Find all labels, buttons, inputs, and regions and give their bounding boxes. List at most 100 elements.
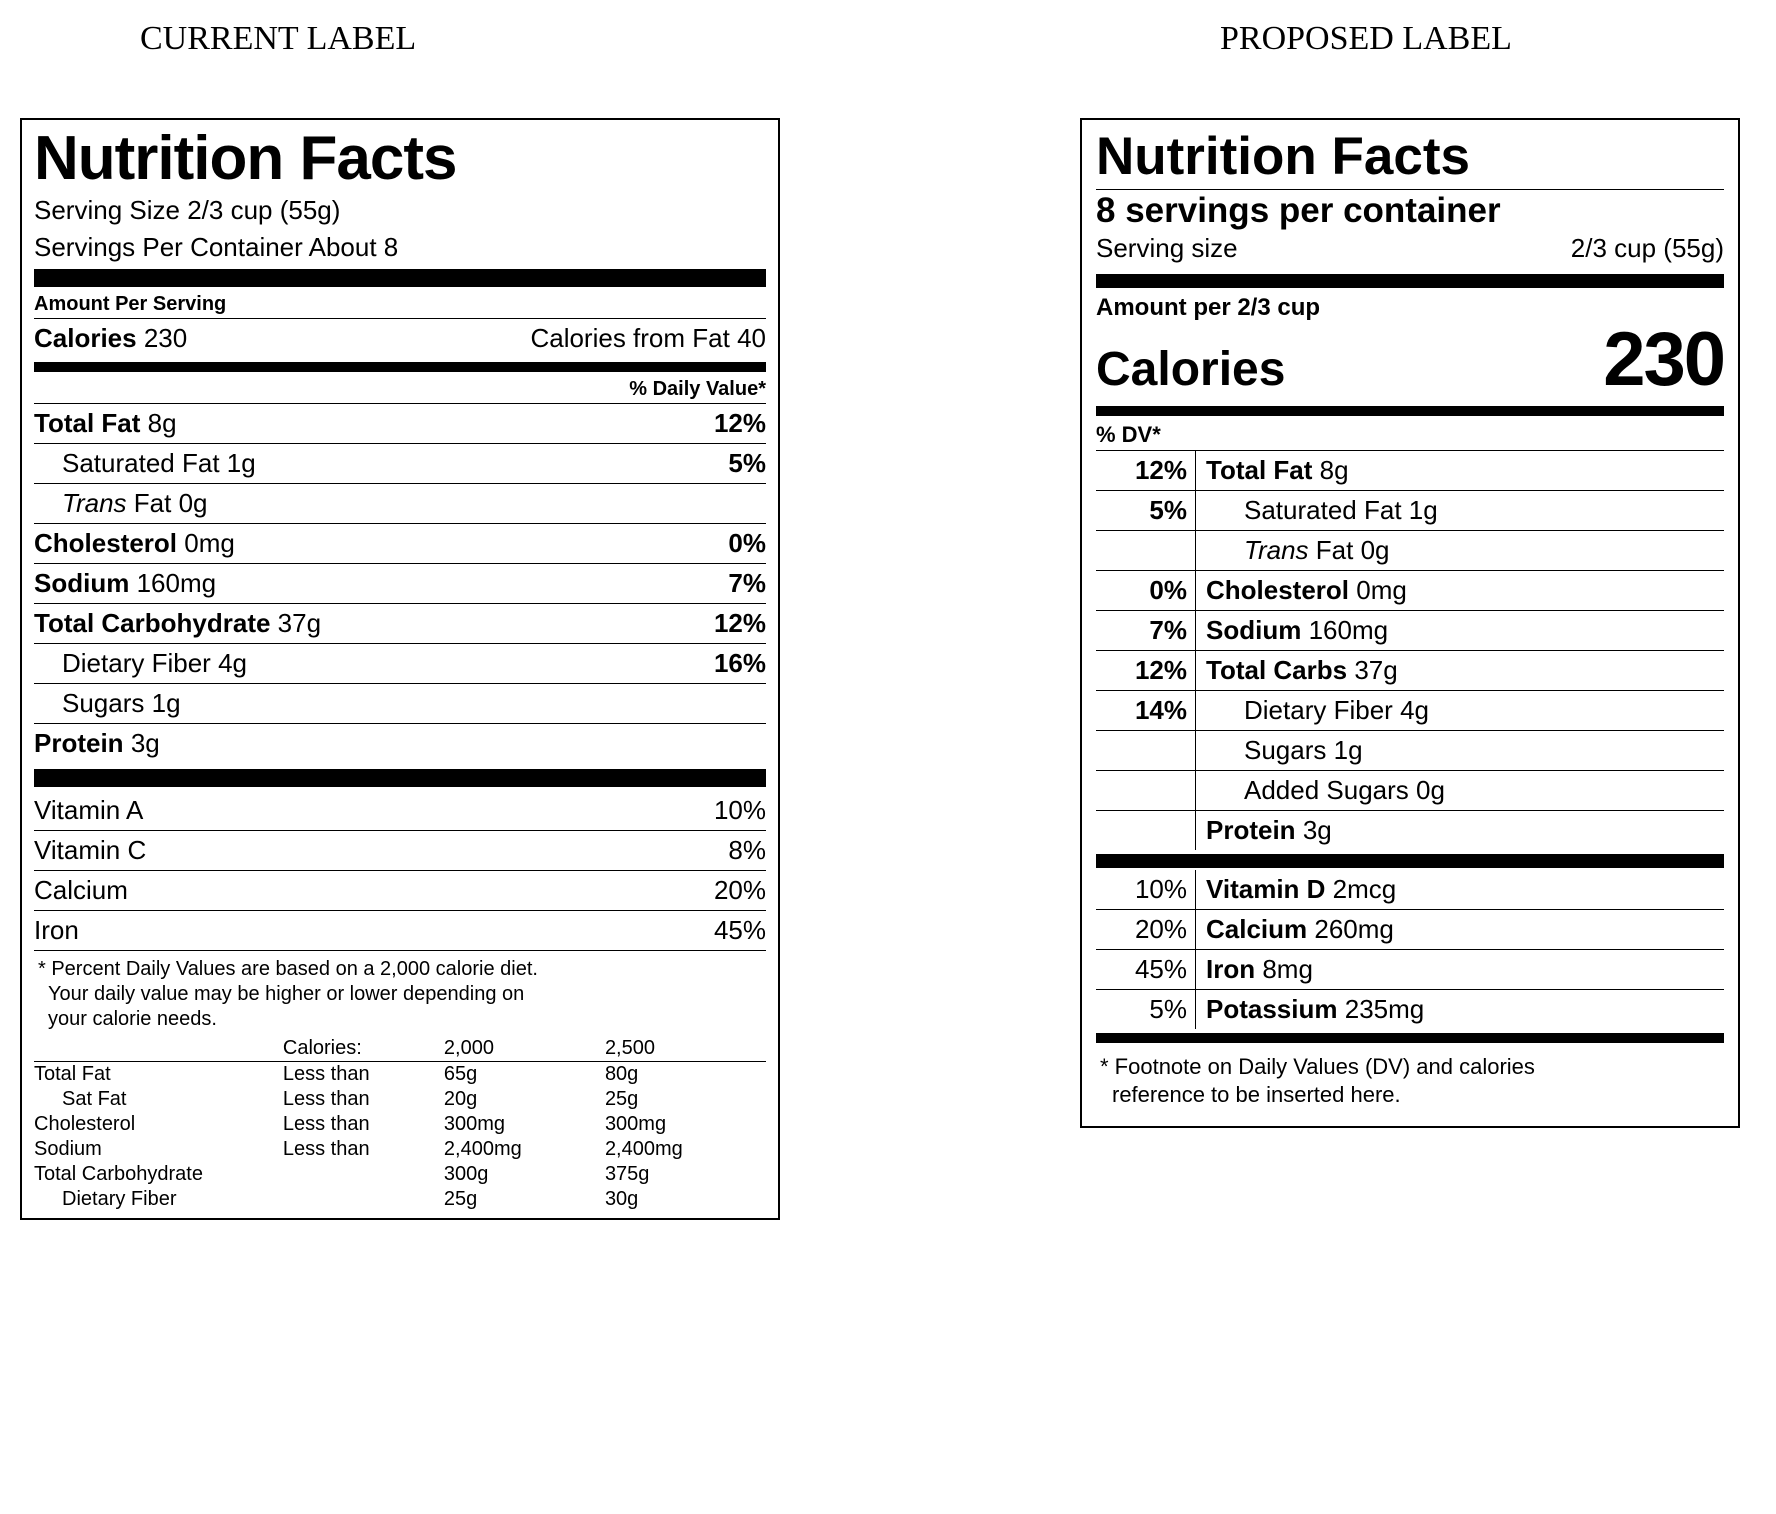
tf-amount: 8g xyxy=(1320,455,1349,485)
row-sugars: Sugars 1g xyxy=(34,683,766,723)
as-dv xyxy=(1096,771,1196,810)
pr-dv xyxy=(1096,811,1196,850)
ca-dv: 20% xyxy=(1096,910,1196,949)
so-label: Sodium xyxy=(1206,615,1301,645)
footnote-l3: your calorie needs. xyxy=(34,1007,766,1032)
row-fiber: Dietary Fiber 4g 16% xyxy=(34,643,766,683)
serving-size-value: 2/3 cup (55g) xyxy=(187,195,340,225)
row-sodium: Sodium 160mg 7% xyxy=(34,563,766,603)
ca-label: Calcium xyxy=(1206,914,1307,944)
ref-tf-v1: 65g xyxy=(444,1062,605,1088)
ref-row-ch: Cholesterol Less than 300mg 300mg xyxy=(34,1112,766,1137)
ref-tf-op: Less than xyxy=(283,1062,444,1088)
row-calcium: Calcium 20% xyxy=(34,870,766,910)
protein-amount: 3g xyxy=(131,728,160,758)
calories-left: Calories 230 xyxy=(34,323,187,354)
comparison-page: CURRENT LABEL Nutrition Facts Serving Si… xyxy=(10,20,1766,1220)
iron-label: Iron xyxy=(34,915,79,946)
row-trans-fat: Trans Fat 0g xyxy=(34,483,766,523)
row-protein: Protein 3g xyxy=(34,723,766,763)
ref-sf-n: Sat Fat xyxy=(34,1087,283,1112)
vita-label: Vitamin A xyxy=(34,795,143,826)
cb-amount: 37g xyxy=(1354,655,1397,685)
row-chol: Cholesterol 0mg 0% xyxy=(34,523,766,563)
trf-post: Fat xyxy=(1309,535,1354,565)
carb-dv: 12% xyxy=(714,608,766,639)
total-fat-amount: 8g xyxy=(148,408,177,438)
proposed-column: PROPOSED LABEL Nutrition Facts 8 serving… xyxy=(1080,20,1740,1220)
as-label: Added Sugars xyxy=(1244,775,1409,805)
proposed-heading: PROPOSED LABEL xyxy=(1080,20,1740,58)
servings-per-container: 8 servings per container xyxy=(1096,189,1724,231)
footnote-l1: * Percent Daily Values are based on a 2,… xyxy=(34,957,766,982)
ref-ch-v1: 300mg xyxy=(444,1112,605,1137)
ref-row-so: Sodium Less than 2,400mg 2,400mg xyxy=(34,1137,766,1162)
row-sat-fat: Saturated Fat 1g 5% xyxy=(34,443,766,483)
serving-size-row: Serving size 2/3 cup (55g) xyxy=(1096,231,1724,270)
nrow-calcium: 20% Calcium 260mg xyxy=(1096,909,1724,949)
proposed-label-panel: Nutrition Facts 8 servings per container… xyxy=(1080,118,1740,1128)
reference-table: Calories: 2,000 2,500 Total Fat Less tha… xyxy=(34,1036,766,1212)
ch-label: Cholesterol xyxy=(1206,575,1349,605)
trf-amount: 0g xyxy=(1361,535,1390,565)
ref-row-sf: Sat Fat Less than 20g 25g xyxy=(34,1087,766,1112)
row-iron: Iron 45% xyxy=(34,910,766,950)
pfoot-l1: * Footnote on Daily Values (DV) and calo… xyxy=(1096,1053,1724,1082)
ref-sf-v1: 20g xyxy=(444,1087,605,1112)
servings-per-value: About 8 xyxy=(309,232,399,262)
sf-amount: 1g xyxy=(1409,495,1438,525)
calories-value: 230 xyxy=(144,323,187,353)
calories-value: 230 xyxy=(1603,322,1724,398)
serving-size-line: Serving Size 2/3 cup (55g) xyxy=(34,194,766,227)
nrow-sat-fat: 5% Saturated Fat 1g xyxy=(1096,490,1724,530)
calories-row: Calories 230 Calories from Fat 40 xyxy=(34,318,766,358)
sf-dv: 5% xyxy=(1096,491,1196,530)
ref-head-2000: 2,000 xyxy=(444,1036,605,1062)
row-carb: Total Carbohydrate 37g 12% xyxy=(34,603,766,643)
sodium-amount: 160mg xyxy=(137,568,217,598)
footnote-l2: Your daily value may be higher or lower … xyxy=(34,982,766,1007)
serving-size-value: 2/3 cup (55g) xyxy=(1571,233,1724,264)
vd-amount: 2mcg xyxy=(1333,874,1397,904)
sugars-label: Sugars xyxy=(62,688,144,718)
sat-fat-dv: 5% xyxy=(728,448,766,479)
ref-sf-op: Less than xyxy=(283,1087,444,1112)
k-amount: 235mg xyxy=(1345,994,1425,1024)
nrow-trans-fat: Trans Fat 0g xyxy=(1096,530,1724,570)
ch-amount: 0mg xyxy=(1356,575,1407,605)
ref-sf-v2: 25g xyxy=(605,1087,766,1112)
nrow-carb: 12% Total Carbs 37g xyxy=(1096,650,1724,690)
sg-amount: 1g xyxy=(1334,735,1363,765)
fiber-amount: 4g xyxy=(218,648,247,678)
nf-title: Nutrition Facts xyxy=(34,128,766,190)
pfoot-l2: reference to be inserted here. xyxy=(1096,1081,1724,1110)
vita-dv: 10% xyxy=(714,795,766,826)
ref-df-n: Dietary Fiber xyxy=(34,1187,283,1212)
so-dv: 7% xyxy=(1096,611,1196,650)
nrow-chol: 0% Cholesterol 0mg xyxy=(1096,570,1724,610)
ref-row-df: Dietary Fiber 25g 30g xyxy=(34,1187,766,1212)
ref-tc-op xyxy=(283,1162,444,1187)
ref-ch-op: Less than xyxy=(283,1112,444,1137)
rule xyxy=(34,362,766,372)
cff-value: 40 xyxy=(737,323,766,353)
carb-label: Total Carbohydrate xyxy=(34,608,270,638)
ref-head-2500: 2,500 xyxy=(605,1036,766,1062)
ref-tf-n: Total Fat xyxy=(34,1062,283,1088)
current-column: CURRENT LABEL Nutrition Facts Serving Si… xyxy=(20,20,780,1220)
ref-tc-n: Total Carbohydrate xyxy=(34,1162,283,1187)
ref-df-v1: 25g xyxy=(444,1187,605,1212)
sodium-dv: 7% xyxy=(728,568,766,599)
nrow-total-fat: 12% Total Fat 8g xyxy=(1096,450,1724,490)
vitc-label: Vitamin C xyxy=(34,835,146,866)
sugars-amount: 1g xyxy=(152,688,181,718)
k-label: Potassium xyxy=(1206,994,1338,1024)
footnote: * Percent Daily Values are based on a 2,… xyxy=(34,951,766,1036)
trf-dv xyxy=(1096,531,1196,570)
nrow-sugars: Sugars 1g xyxy=(1096,730,1724,770)
fb-dv: 14% xyxy=(1096,691,1196,730)
ch-dv: 0% xyxy=(1096,571,1196,610)
vd-dv: 10% xyxy=(1096,870,1196,909)
fiber-dv: 16% xyxy=(714,648,766,679)
k-dv: 5% xyxy=(1096,990,1196,1029)
